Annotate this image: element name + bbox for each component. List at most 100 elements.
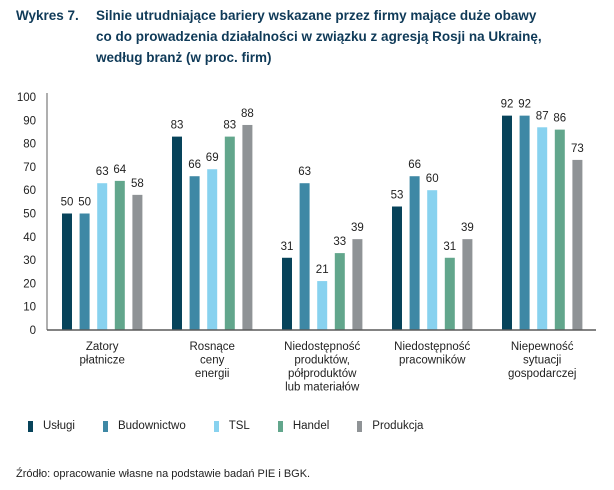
data-label: 33 <box>333 236 346 248</box>
bar <box>462 239 473 330</box>
bar <box>537 127 548 330</box>
y-tick-label: 50 <box>23 209 36 221</box>
data-label: 31 <box>281 241 294 253</box>
data-label: 66 <box>408 159 421 171</box>
title-line: Silnie utrudniające bariery wskazane prz… <box>96 8 537 23</box>
x-tick-label: Niepewność sytuacji gospodarczej <box>508 341 576 380</box>
legend-label: Handel <box>292 420 330 432</box>
y-tick-label: 70 <box>23 162 36 174</box>
data-label: 92 <box>501 99 514 111</box>
legend-item-budownictwo: Budownictwo <box>102 420 186 432</box>
bar <box>572 159 583 330</box>
legend-item-handel: Handel <box>277 420 330 432</box>
x-tick-label: Niedostępność produktów, półproduktów lub m… <box>284 341 360 394</box>
legend-swatch <box>213 420 219 432</box>
y-tick-label: 0 <box>30 325 36 337</box>
x-tick-label-line: półproduktów <box>288 368 357 380</box>
data-label: 63 <box>96 166 109 178</box>
data-label: 87 <box>536 110 549 122</box>
bar <box>317 281 328 330</box>
legend-swatch <box>277 420 283 432</box>
bar <box>352 239 363 330</box>
title-text: Silnie utrudniające bariery wskazane prz… <box>96 5 606 68</box>
x-tick-label-line: ceny <box>200 355 225 367</box>
bar <box>409 176 420 330</box>
x-tick-label: Zatory płatnicze <box>80 341 125 367</box>
bar <box>224 136 235 330</box>
x-tick-label-line: gospodarczej <box>508 368 576 380</box>
data-label: 53 <box>391 190 404 202</box>
x-tick-label-line: płatnicze <box>80 355 125 367</box>
y-tick-label: 100 <box>17 92 36 104</box>
bar <box>554 129 565 330</box>
data-label: 60 <box>426 173 439 185</box>
bar <box>392 206 402 330</box>
y-tick-label: 60 <box>23 185 36 197</box>
title-line: według branż (w proc. firm) <box>96 50 272 65</box>
bar <box>299 183 310 330</box>
bar <box>79 213 90 330</box>
data-label: 69 <box>206 152 219 164</box>
data-label: 63 <box>298 166 311 178</box>
x-tick-label-line: lub materiałów <box>285 382 360 394</box>
bar <box>519 115 530 330</box>
x-tick-label-line: Rosnące <box>190 341 235 353</box>
y-tick-label: 30 <box>23 255 36 267</box>
data-label: 86 <box>553 113 566 125</box>
bar <box>242 124 253 331</box>
bar <box>207 169 218 330</box>
x-tick-label-line: energii <box>195 368 230 380</box>
source-note: Źródło: opracowanie własne na podstawie … <box>16 468 311 480</box>
bar <box>97 183 108 330</box>
data-label: 83 <box>223 120 236 132</box>
data-label: 88 <box>241 108 254 120</box>
legend-item-tsl: TSL <box>213 420 250 432</box>
bar <box>334 253 345 330</box>
bar <box>172 136 182 330</box>
y-tick-label: 90 <box>23 115 36 127</box>
legend-swatch <box>357 420 363 432</box>
legend-swatch <box>102 420 108 432</box>
bar <box>132 194 143 330</box>
y-tick-label: 80 <box>23 139 36 151</box>
x-tick-label: Niedostępność pracowników <box>394 341 470 367</box>
bar-chart: 0 10 20 30 40 50 60 70 80 90 100 50 50 63 64 58 Zatory pł… <box>17 92 596 394</box>
bar <box>62 213 72 330</box>
legend-label: Usługi <box>43 420 75 432</box>
bar <box>189 176 200 330</box>
figure-number: Wykres 7. <box>16 8 79 23</box>
data-label: 39 <box>351 222 364 234</box>
data-label: 83 <box>171 120 184 132</box>
legend-label: Produkcja <box>372 420 424 432</box>
data-label: 58 <box>131 178 144 190</box>
x-tick-label-line: Zatory <box>86 341 119 353</box>
x-tick-label-line: Niedostępność <box>394 341 470 353</box>
legend-swatch <box>28 420 33 432</box>
x-tick-label: Rosnące ceny energii <box>190 341 235 380</box>
legend-label: TSL <box>228 420 250 432</box>
legend-item-uslugi: Usługi <box>28 420 75 432</box>
x-tick-label-line: Niedostępność <box>284 341 360 353</box>
data-label: 50 <box>78 197 91 209</box>
data-label: 50 <box>61 197 74 209</box>
bar <box>427 190 438 330</box>
legend: Usługi Budownictwo TSL Handel Produkcja <box>28 420 451 432</box>
data-label: 92 <box>518 99 531 111</box>
y-tick-label: 20 <box>23 278 36 290</box>
legend-label: Budownictwo <box>117 420 186 432</box>
y-tick-label: 40 <box>23 232 36 244</box>
x-tick-label-line: sytuacji <box>523 355 561 367</box>
data-label: 66 <box>188 159 201 171</box>
y-tick-label: 10 <box>23 302 36 314</box>
data-label: 31 <box>443 241 456 253</box>
x-tick-label-line: Niepewność <box>511 341 574 353</box>
bar <box>282 257 292 330</box>
data-label: 73 <box>571 143 584 155</box>
legend-item-produkcja: Produkcja <box>357 420 423 432</box>
x-tick-label-line: produktów, <box>294 355 350 367</box>
x-tick-label-line: pracowników <box>399 355 466 367</box>
title-line: co do prowadzenia działalności w związku… <box>96 29 542 44</box>
data-label: 64 <box>113 164 126 176</box>
bar <box>502 115 512 330</box>
bar <box>444 257 455 330</box>
